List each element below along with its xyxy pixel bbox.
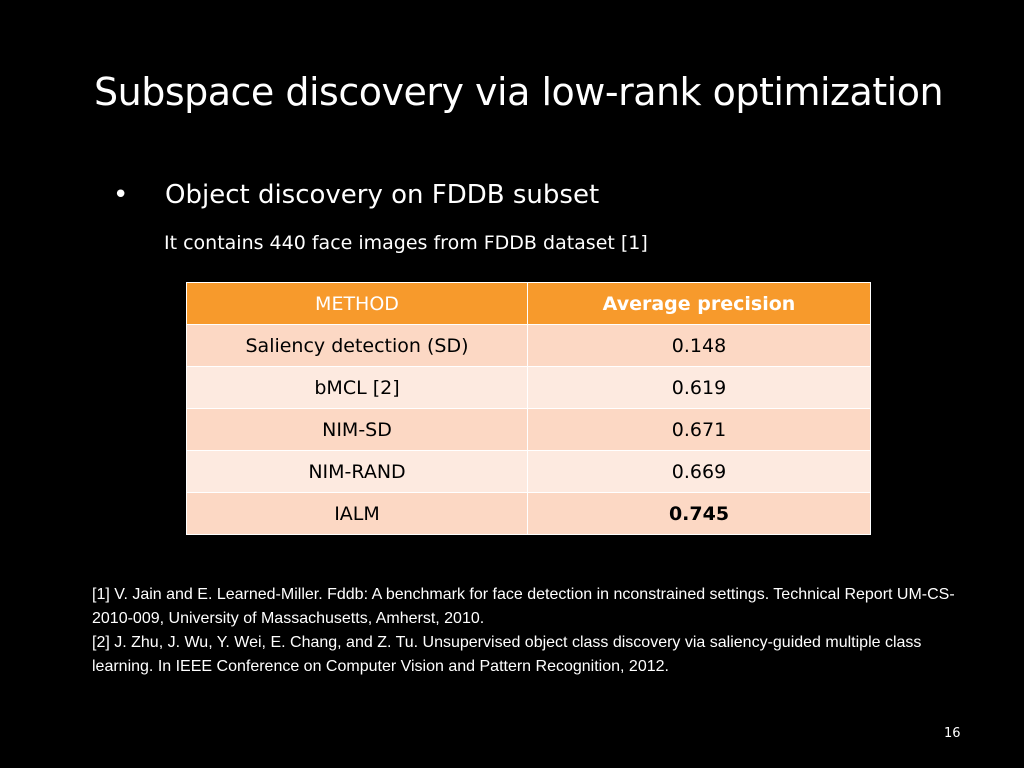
table-row: Saliency detection (SD) 0.148 [186,324,871,367]
bullet-glyph: • [113,180,129,210]
method-cell: Saliency detection (SD) [186,324,528,367]
reference-2: [2] J. Zhu, J. Wu, Y. Wei, E. Chang, and… [92,634,922,675]
table-header-row: METHOD Average precision [186,282,871,325]
method-cell: NIM-SD [186,408,528,451]
table-row: IALM 0.745 [186,492,871,535]
ap-cell: 0.669 [527,450,871,493]
method-cell: bMCL [2] [186,366,528,409]
ap-cell: 0.671 [527,408,871,451]
method-cell: IALM [186,492,528,535]
page-number: 16 [944,726,961,741]
bullet-text: Object discovery on FDDB subset [165,180,600,210]
references: [1] V. Jain and E. Learned-Miller. Fddb:… [92,583,972,679]
bullet-subtext: It contains 440 face images from FDDB da… [164,232,648,254]
header-method: METHOD [186,282,528,325]
header-average-precision: Average precision [527,282,871,325]
slide-title: Subspace discovery via low-rank optimiza… [94,70,944,114]
reference-1: [1] V. Jain and E. Learned-Miller. Fddb:… [92,586,955,627]
ap-cell: 0.148 [527,324,871,367]
table-row: NIM-RAND 0.669 [186,450,871,493]
ap-cell: 0.619 [527,366,871,409]
table-row: bMCL [2] 0.619 [186,366,871,409]
results-table: METHOD Average precision Saliency detect… [186,282,871,535]
ap-cell-best: 0.745 [527,492,871,535]
bullet-item: • Object discovery on FDDB subset [113,180,599,210]
method-cell: NIM-RAND [186,450,528,493]
table-row: NIM-SD 0.671 [186,408,871,451]
